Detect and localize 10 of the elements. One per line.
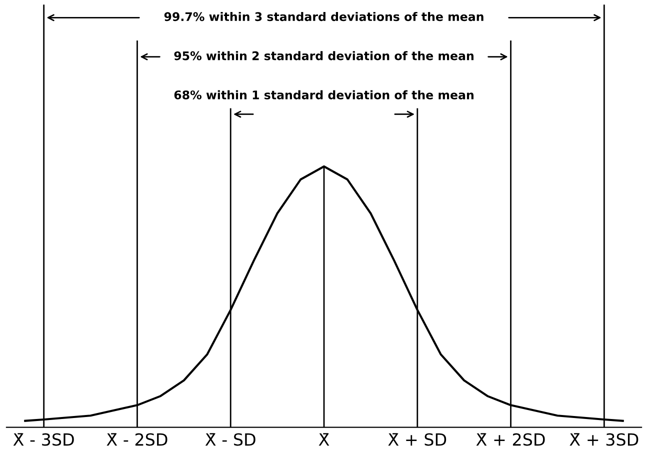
x-tick-label: X̄ + 3SD [570,433,638,446]
x-tick-label: X̄ [318,433,330,446]
text: 99.7% within 3 standard deviations of the mean [164,12,484,22]
text: 68% within 1 standard deviation of the mean [174,90,474,100]
x-tick-label: X̄ - SD [205,433,256,446]
x-tick-label: X̄ - 3SD [13,433,74,446]
text: 95% within 2 standard deviation of the mean [174,51,474,60]
x-tick-label: X̄ + SD [388,433,446,446]
x-tick-label: X̄ - 2SD [106,433,168,446]
x-tick-label: X̄ + 2SD [476,433,545,446]
